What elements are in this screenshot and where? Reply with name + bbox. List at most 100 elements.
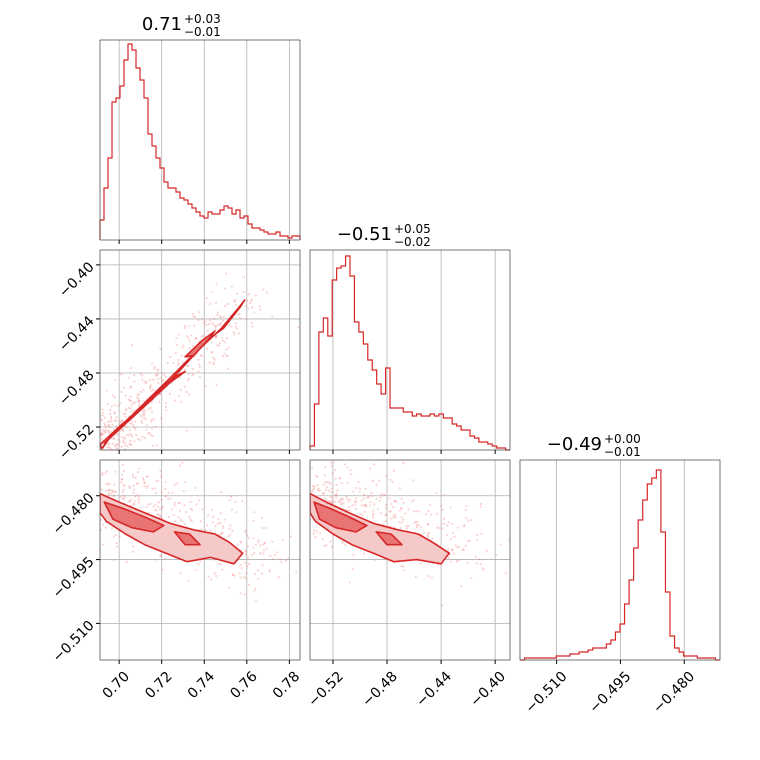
scatter-point	[297, 452, 299, 454]
scatter-point	[214, 524, 217, 528]
scatter-point	[139, 414, 142, 417]
scatter-point	[150, 400, 154, 404]
scatter-point	[318, 532, 322, 535]
scatter-point	[499, 543, 502, 546]
scatter-point	[122, 429, 125, 433]
scatter-point	[353, 503, 357, 506]
scatter-point	[224, 287, 227, 290]
scatter-point	[216, 344, 219, 347]
y-tick-label: −0.52	[56, 421, 98, 463]
scatter-point	[304, 540, 306, 542]
scatter-point	[443, 494, 446, 497]
scatter-point	[474, 555, 477, 558]
scatter-point	[161, 506, 164, 509]
scatter-point	[331, 545, 334, 548]
scatter-point	[447, 548, 450, 551]
scatter-point	[352, 553, 355, 556]
scatter-point	[451, 531, 455, 535]
scatter-point	[371, 479, 374, 483]
scatter-point	[305, 476, 307, 478]
scatter-point	[264, 526, 267, 530]
scatter-point	[188, 347, 191, 350]
scatter-point	[297, 498, 299, 500]
scatter-point	[427, 536, 430, 539]
scatter-point	[131, 473, 135, 476]
scatter-point	[293, 488, 295, 490]
scatter-point	[183, 504, 186, 507]
scatter-point	[163, 558, 167, 561]
scatter-point	[160, 372, 164, 375]
scatter-point	[371, 514, 375, 517]
scatter-point	[96, 462, 98, 464]
scatter-point	[117, 453, 119, 455]
contour-outer	[310, 492, 450, 565]
scatter-point	[129, 395, 132, 398]
scatter-point	[111, 490, 114, 493]
scatter-point	[149, 406, 152, 409]
scatter-point	[132, 503, 135, 506]
scatter-point	[111, 442, 114, 445]
scatter-point	[263, 541, 266, 544]
scatter-point	[146, 486, 149, 490]
scatter-point	[103, 451, 105, 453]
scatter-point	[146, 475, 149, 478]
scatter-point	[136, 470, 140, 474]
scatter-point	[281, 484, 283, 486]
pair-panel-0-1	[96, 249, 301, 455]
scatter-point	[200, 528, 203, 531]
x-tick-label: −0.48	[359, 669, 401, 711]
scatter-point	[239, 563, 242, 566]
scatter-point	[271, 540, 274, 543]
scatter-point	[325, 544, 328, 547]
scatter-point	[465, 517, 468, 520]
scatter-point	[234, 322, 237, 325]
scatter-point	[405, 527, 408, 530]
scatter-point	[252, 537, 255, 540]
panel-frame	[309, 459, 511, 661]
scatter-point	[462, 525, 465, 528]
scatter-point	[101, 472, 104, 475]
scatter-point	[145, 506, 148, 509]
scatter-point	[138, 403, 141, 406]
scatter-point	[327, 489, 330, 492]
scatter-point	[183, 522, 186, 526]
scatter-point	[219, 512, 222, 515]
scatter-point	[212, 361, 216, 364]
scatter-point	[123, 437, 126, 440]
scatter-point	[206, 347, 209, 350]
scatter-point	[416, 523, 419, 527]
scatter-point	[244, 577, 247, 580]
scatter-point	[96, 440, 98, 442]
scatter-point	[136, 393, 139, 396]
scatter-point	[263, 542, 266, 545]
scatter-point	[228, 586, 231, 589]
x-tick-label: 0.70	[100, 669, 133, 702]
scatter-point	[141, 477, 145, 480]
scatter-point	[392, 469, 396, 472]
scatter-point	[103, 416, 106, 419]
scatter-point	[133, 440, 136, 443]
scatter-point	[384, 520, 387, 523]
scatter-point	[100, 432, 103, 436]
scatter-point	[285, 472, 287, 474]
scatter-point	[147, 431, 150, 435]
scatter-point	[142, 414, 146, 417]
scatter-point	[113, 412, 116, 415]
scatter-point	[233, 299, 237, 302]
scatter-point	[392, 514, 395, 517]
scatter-point	[344, 544, 347, 547]
scatter-point	[94, 494, 96, 496]
scatter-point	[168, 392, 171, 395]
scatter-point	[341, 541, 344, 545]
scatter-point	[180, 519, 183, 523]
scatter-point	[305, 498, 307, 500]
scatter-point	[178, 464, 181, 467]
scatter-point	[231, 573, 234, 576]
scatter-point	[172, 361, 175, 365]
scatter-point	[185, 390, 188, 394]
scatter-point	[137, 400, 140, 404]
scatter-point	[115, 448, 119, 450]
scatter-point	[151, 362, 154, 365]
scatter-point	[390, 517, 393, 520]
scatter-point	[441, 508, 444, 511]
